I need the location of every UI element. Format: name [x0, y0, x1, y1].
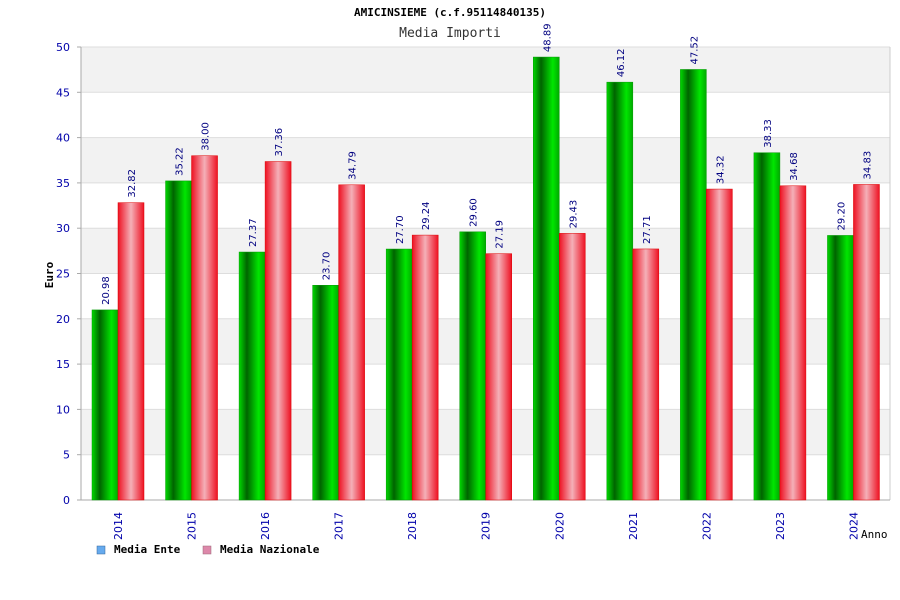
bar-value-label: 35.22 [175, 147, 186, 176]
y-tick-label: 45 [56, 86, 70, 99]
bar-value-label: 27.70 [395, 215, 406, 244]
bar-value-label: 37.36 [274, 128, 285, 157]
bar [91, 309, 119, 501]
y-tick-label: 30 [56, 222, 70, 235]
legend-swatch-media-ente [96, 545, 106, 555]
bar-value-label: 34.79 [348, 151, 359, 180]
bar-value-label: 34.68 [789, 152, 800, 181]
y-tick-label: 5 [63, 449, 70, 462]
bar [827, 235, 854, 501]
y-tick-label: 40 [56, 132, 70, 145]
bar-value-label: 27.71 [642, 215, 653, 244]
y-tick-label: 35 [56, 177, 70, 190]
x-axis-label: Anno [861, 528, 888, 541]
bar-value-label: 48.89 [542, 23, 553, 52]
bar [706, 188, 733, 501]
bar [779, 185, 807, 501]
y-tick-label: 20 [56, 313, 70, 326]
x-axis-ticks: 2014 2015 2016 2017 2018 2019 2020 2021 2022 2023… [112, 512, 860, 540]
legend: Media Ente Media Nazionale [96, 543, 320, 556]
x-tick-label: 2019 [480, 512, 493, 540]
bars [91, 56, 880, 501]
bar [632, 248, 660, 501]
bar [606, 81, 634, 501]
bar-value-label: 27.37 [248, 218, 259, 247]
x-tick-label: 2023 [774, 512, 787, 540]
bar-value-label: 46.12 [616, 49, 627, 78]
bar-value-label: 47.52 [689, 36, 700, 65]
bar [191, 155, 218, 501]
bar-value-label: 32.82 [127, 169, 138, 198]
bar [753, 152, 781, 501]
y-tick-label: 50 [56, 41, 70, 54]
x-tick-label: 2015 [186, 512, 199, 540]
bar-value-label: 20.98 [101, 276, 112, 305]
bar-value-label: 34.32 [715, 155, 726, 184]
bar [117, 202, 145, 501]
bar-value-label: 38.33 [763, 119, 774, 148]
bar-value-label: 29.20 [836, 202, 847, 231]
grid-band [81, 47, 890, 93]
bar-value-label: 38.00 [201, 122, 212, 151]
y-tick-label: 25 [56, 268, 70, 281]
legend-swatch-media-nazionale [202, 545, 212, 555]
y-tick-label: 10 [56, 403, 70, 416]
value-labels: 20.98 32.82 35.22 38.00 27.37 37.36 23.70 34.79… [101, 23, 873, 305]
x-tick-label: 2017 [333, 512, 346, 540]
bar-value-label: 23.70 [322, 252, 333, 281]
bar [264, 161, 292, 501]
x-tick-label: 2014 [112, 512, 125, 540]
chart-title: AMICINSIEME (c.f.95114840135) [354, 6, 546, 19]
x-tick-label: 2024 [847, 512, 860, 540]
x-tick-label: 2016 [259, 512, 272, 540]
x-tick-label: 2018 [406, 512, 419, 540]
bar [411, 234, 439, 501]
x-tick-label: 2020 [553, 512, 566, 540]
bar [238, 251, 266, 501]
bar [385, 248, 413, 501]
legend-label-media-ente: Media Ente [114, 543, 181, 556]
bar-value-label: 27.19 [495, 220, 506, 249]
chart-subtitle: Media Importi [399, 26, 501, 41]
y-axis-label: Euro [43, 261, 56, 288]
bar-value-label: 29.43 [568, 200, 579, 229]
bar [485, 253, 512, 501]
bar [312, 285, 339, 501]
y-axis-ticks: 0 5 10 15 20 25 30 35 40 45 50 [56, 41, 81, 507]
bar [853, 184, 880, 501]
bar [165, 180, 192, 501]
bar [533, 56, 560, 501]
bar [459, 231, 486, 501]
x-tick-label: 2022 [700, 512, 713, 540]
y-tick-label: 15 [56, 358, 70, 371]
bar [559, 233, 586, 501]
legend-label-media-nazionale: Media Nazionale [220, 543, 320, 556]
y-tick-label: 0 [63, 494, 70, 507]
bar-value-label: 29.24 [421, 201, 432, 230]
bar-value-label: 29.60 [469, 198, 480, 227]
x-tick-label: 2021 [627, 512, 640, 540]
bar-value-label: 34.83 [862, 151, 873, 180]
bar [680, 69, 707, 501]
bar [338, 184, 365, 501]
